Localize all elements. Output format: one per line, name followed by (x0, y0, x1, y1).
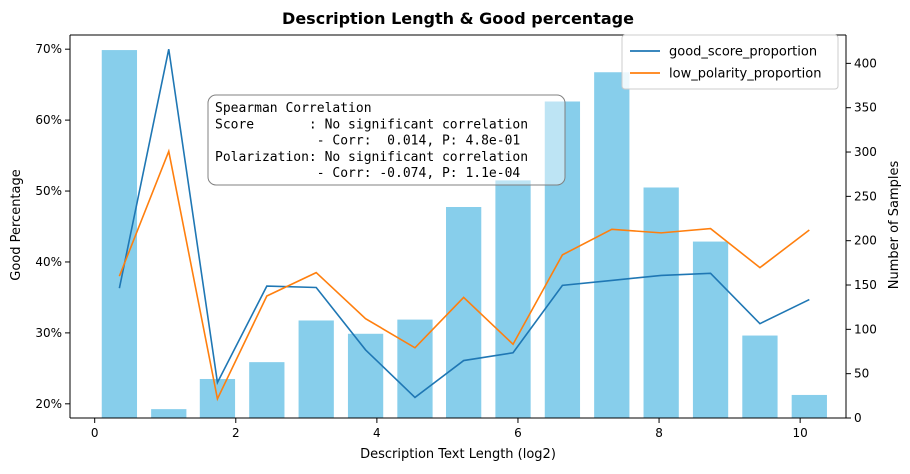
x-tick-label: 6 (514, 426, 522, 440)
chart-title: Description Length & Good percentage (282, 9, 634, 28)
y2-axis-label: Number of Samples (887, 161, 902, 290)
bar-8 (495, 180, 531, 418)
x-tick-label: 8 (655, 426, 663, 440)
ticks-layer: 0 2 4 6 8 10 20% 30% 40% 50% 60% 70% 0 50 100 150 200 250… (35, 42, 877, 440)
x-tick-label: 2 (232, 426, 240, 440)
lines-layer (118, 49, 810, 402)
x-tick-label: 0 (91, 426, 99, 440)
bar-12 (692, 241, 729, 418)
bar-9 (544, 101, 581, 419)
y-tick-label: 60% (35, 113, 62, 127)
bar-11 (643, 187, 679, 418)
bar-0 (101, 50, 138, 418)
legend-label: low_polarity_proportion (669, 67, 821, 82)
annotation-line: Polarization: No significant correlation (215, 150, 528, 165)
y2-tick-label: 200 (854, 234, 877, 248)
y2-tick-label: 250 (854, 189, 877, 203)
bar-14 (791, 394, 827, 418)
bars-layer (101, 50, 827, 419)
x-tick-label: 10 (793, 426, 808, 440)
y-tick-label: 70% (35, 42, 62, 56)
bar-7 (446, 207, 482, 418)
y-axis-label: Good Percentage (9, 169, 24, 281)
bar-4 (298, 320, 334, 418)
y2-tick-label: 150 (854, 278, 877, 292)
bar-10 (594, 72, 630, 419)
series-line-low-polarity-proportion (118, 148, 810, 402)
annotation-line: - Corr: 0.014, P: 4.8e-01 (215, 134, 520, 149)
annotation-frame (207, 94, 566, 186)
y2-tick-label: 350 (854, 101, 877, 115)
annotation-line: Spearman Correlation (215, 101, 372, 116)
bar-5 (347, 333, 384, 418)
legend-frame (621, 34, 839, 90)
bar-3 (249, 362, 285, 418)
annotation-line: Score : No significant correlation (215, 117, 528, 132)
y-tick-label: 30% (35, 326, 62, 340)
y-tick-label: 50% (35, 184, 62, 198)
y2-tick-label: 300 (854, 145, 877, 159)
legend-items: good_score_proportion low_polarity_propor… (630, 45, 821, 82)
series-line-good-score-proportion (118, 49, 810, 399)
y2-tick-label: 100 (854, 322, 877, 336)
annotation-line: - Corr: -0.074, P: 1.1e-04 (215, 166, 520, 181)
bar-13 (742, 335, 778, 418)
chart-legend: good_score_proportion low_polarity_propor… (621, 34, 839, 90)
y2-tick-label: 0 (854, 411, 862, 425)
y2-tick-label: 400 (854, 56, 877, 70)
y2-tick-label: 50 (854, 367, 869, 381)
bar-1 (151, 409, 187, 418)
y-tick-label: 40% (35, 255, 62, 269)
legend-label: good_score_proportion (669, 45, 817, 60)
x-tick-label: 4 (373, 426, 381, 440)
x-axis-label: Description Text Length (log2) (360, 447, 556, 462)
y-tick-label: 20% (35, 397, 62, 411)
